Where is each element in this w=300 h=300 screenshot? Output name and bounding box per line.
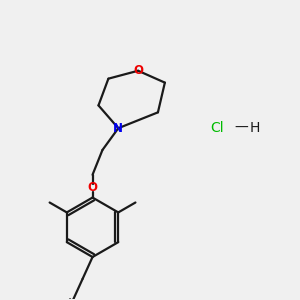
Text: —: —	[234, 121, 248, 135]
Text: Cl: Cl	[211, 121, 224, 135]
Text: H: H	[250, 121, 260, 135]
Text: O: O	[133, 64, 143, 77]
Text: O: O	[88, 181, 98, 194]
Text: N: N	[113, 122, 123, 135]
